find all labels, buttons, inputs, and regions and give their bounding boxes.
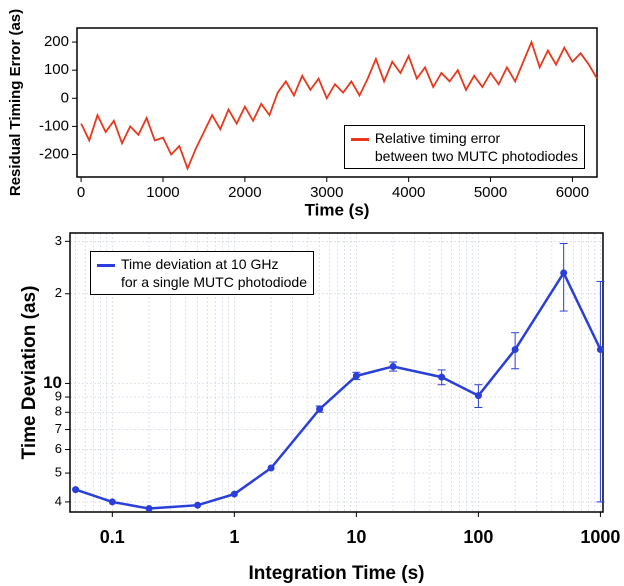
data-point: [145, 505, 153, 513]
y-tick-label: 3: [55, 233, 62, 248]
plot-frame: [69, 232, 604, 513]
y-tick-label: 2: [55, 285, 62, 300]
y-axis-label: Time Deviation (as): [19, 286, 40, 460]
y-axis-label: Residual Timing Error (as): [7, 9, 24, 196]
data-point: [230, 490, 238, 498]
data-point: [352, 372, 360, 380]
x-tick-label: 1000: [146, 184, 179, 201]
data-point: [438, 373, 446, 381]
data-point: [194, 501, 202, 509]
y-tick-label: -200: [39, 145, 69, 162]
y-tick-label: 200: [44, 33, 69, 50]
x-tick-label: 0.1: [100, 527, 125, 547]
x-tick-label: 1000: [580, 527, 620, 547]
y-tick-label: 5: [55, 464, 62, 479]
data-line: [80, 39, 598, 172]
x-axis-label: Time (s): [305, 200, 370, 219]
x-tick-label: 0: [77, 184, 85, 201]
y-tick-label: 0: [61, 89, 69, 106]
data-point: [389, 362, 397, 370]
legend-label: Relative timing error between two MUTC p…: [374, 130, 578, 164]
y-tick-label: 6: [55, 441, 62, 456]
legend: Relative timing error between two MUTC p…: [343, 125, 585, 169]
x-tick-label: 10: [346, 527, 366, 547]
y-tick-label: 4: [55, 493, 62, 508]
data-point: [316, 405, 324, 413]
legend-swatch: [97, 264, 115, 267]
plot-frame: [76, 27, 598, 178]
data-point: [72, 486, 80, 494]
x-tick-label: 1: [229, 527, 239, 547]
y-tick-label: 10: [43, 373, 62, 392]
legend-swatch: [350, 138, 369, 141]
data-point: [474, 392, 482, 400]
x-tick-label: 100: [463, 527, 493, 547]
y-tick-label: 8: [55, 404, 62, 419]
x-tick-label: 3000: [310, 184, 343, 201]
data-point: [108, 498, 116, 506]
x-tick-label: 2000: [228, 184, 261, 201]
legend-label: Time deviation at 10 GHz for a single MU…: [121, 256, 307, 290]
x-tick-label: 6000: [556, 184, 589, 201]
data-line: [75, 270, 602, 510]
y-tick-label: 9: [55, 388, 62, 403]
data-point: [511, 345, 519, 353]
data-point: [596, 345, 604, 353]
y-tick-label: 100: [44, 61, 69, 78]
data-point: [560, 269, 568, 277]
x-tick-label: 4000: [392, 184, 425, 201]
y-tick-label: 7: [55, 421, 62, 436]
legend: Time deviation at 10 GHz for a single MU…: [90, 251, 314, 295]
data-point: [267, 464, 275, 472]
x-tick-label: 5000: [474, 184, 507, 201]
y-tick-label: -100: [39, 117, 69, 134]
x-axis-label: Integration Time (s): [249, 563, 425, 584]
